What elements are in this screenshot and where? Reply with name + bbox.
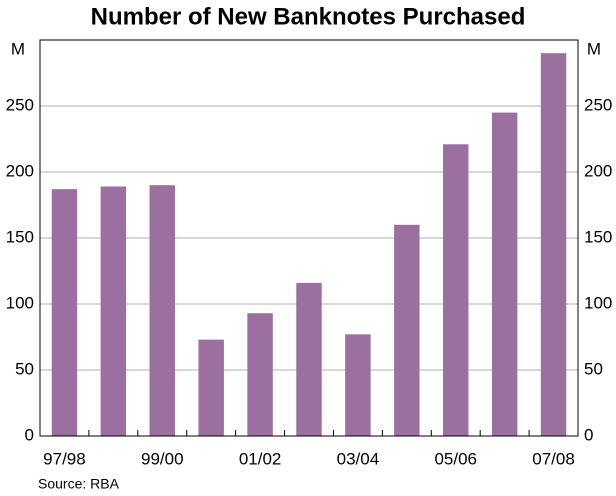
x-tick-label: 97/98 <box>43 449 86 468</box>
plot-frame <box>39 39 579 437</box>
y2-tick-label: 0 <box>584 425 593 444</box>
bar <box>345 334 371 436</box>
x-tick-label: 99/00 <box>141 449 184 468</box>
bar <box>443 144 469 436</box>
bar <box>51 189 78 436</box>
bar <box>247 313 273 436</box>
y2-tick-label: 150 <box>584 227 612 246</box>
y-tick-label: 0 <box>25 425 34 444</box>
source-note: Source: RBA <box>38 476 120 492</box>
y2-tick-label: 100 <box>584 293 612 312</box>
x-tick-label: 03/04 <box>337 449 380 468</box>
y-tick-label: 150 <box>6 227 34 246</box>
bar <box>394 224 420 436</box>
bar <box>491 112 518 436</box>
y2-tick-label: 50 <box>584 359 603 378</box>
y-axis-unit: M <box>11 39 25 58</box>
y2-tick-label: 200 <box>584 161 612 180</box>
bar <box>100 186 127 436</box>
bar <box>540 53 567 436</box>
y2-axis-unit: M <box>587 39 601 58</box>
y2-tick-label: 250 <box>584 95 612 114</box>
y-tick-label: 200 <box>6 161 34 180</box>
y-tick-label: 250 <box>6 95 34 114</box>
bar <box>149 185 175 436</box>
y-tick-label: 100 <box>6 293 34 312</box>
bar <box>296 282 322 436</box>
x-tick-label: 05/06 <box>434 449 477 468</box>
bar <box>198 339 224 436</box>
x-tick-label: 01/02 <box>239 449 282 468</box>
y-tick-label: 50 <box>15 359 34 378</box>
x-tick-label: 07/08 <box>532 449 575 468</box>
chart-title: Number of New Banknotes Purchased <box>91 3 526 30</box>
